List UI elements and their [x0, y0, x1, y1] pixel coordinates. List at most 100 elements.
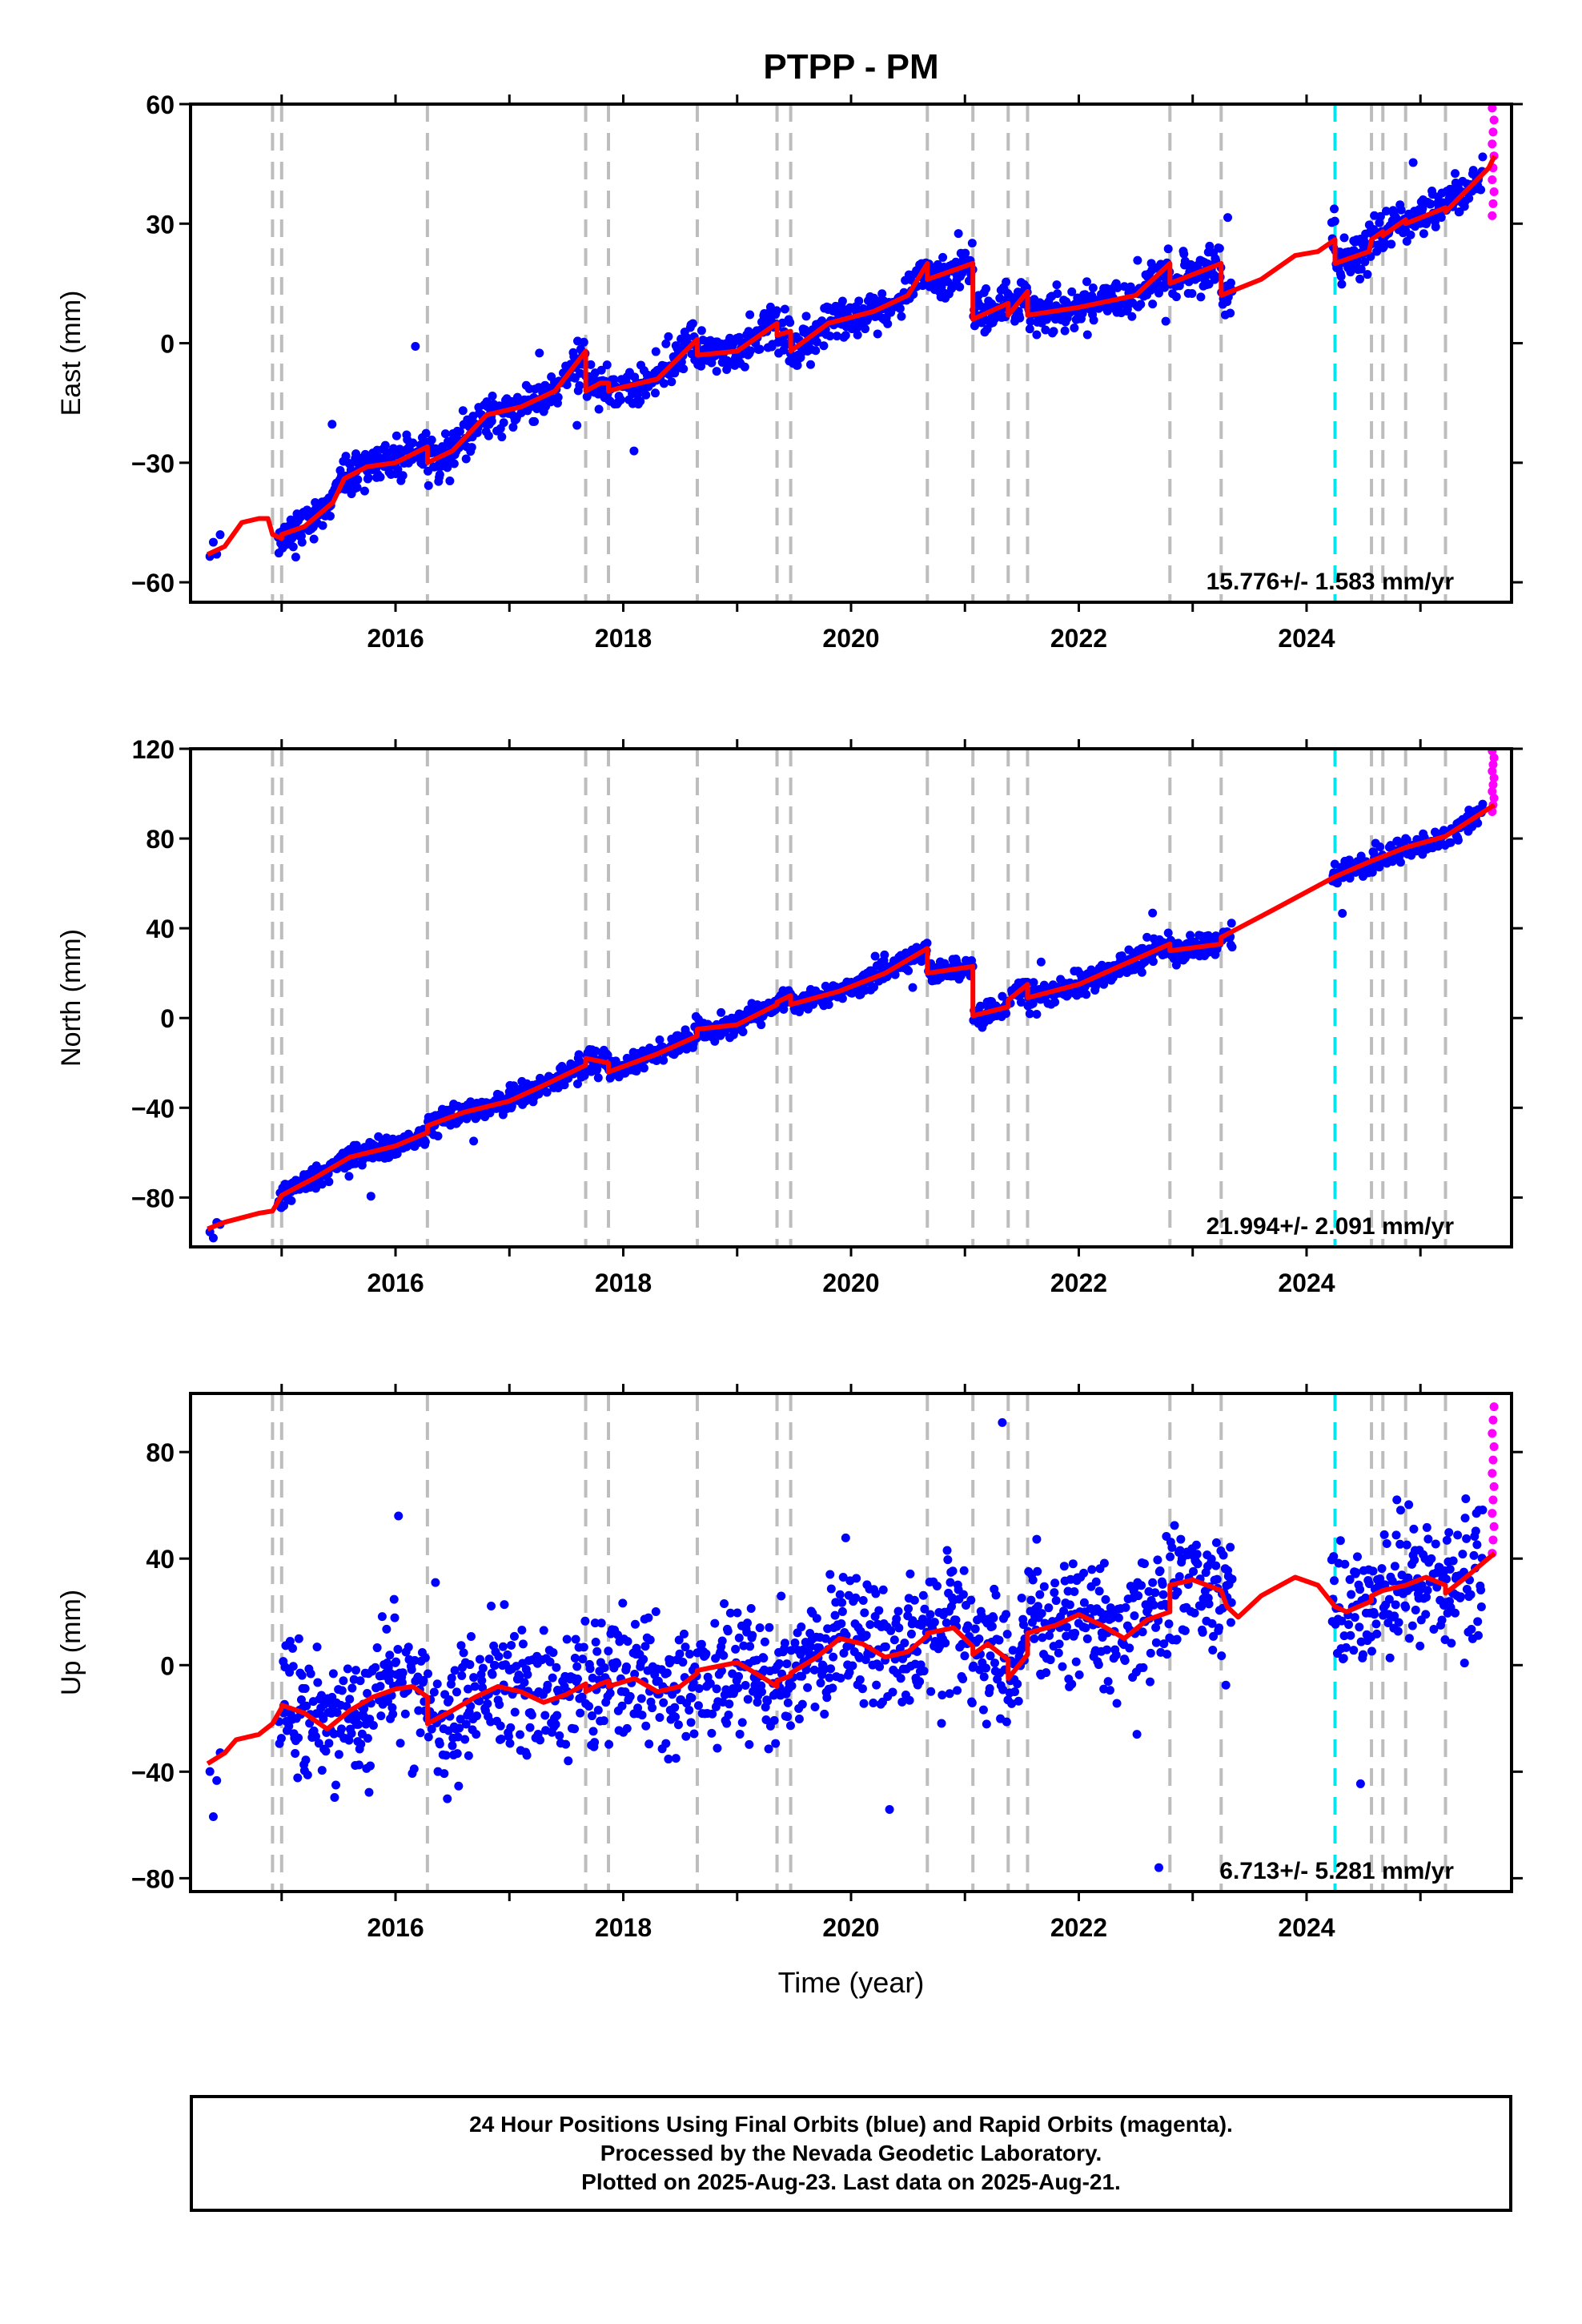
- data-point: [946, 1578, 955, 1587]
- data-point: [806, 360, 816, 369]
- data-point: [325, 511, 335, 521]
- data-point: [1180, 1626, 1190, 1635]
- data-point: [734, 1633, 744, 1642]
- data-point: [1345, 1574, 1355, 1584]
- data-point: [472, 1711, 482, 1721]
- data-point: [1464, 194, 1474, 203]
- data-point: [753, 1698, 762, 1707]
- data-point: [630, 1670, 640, 1679]
- data-point: [443, 1794, 452, 1803]
- data-point: [296, 1695, 306, 1704]
- data-point: [1008, 1646, 1018, 1655]
- data-point: [613, 1630, 623, 1640]
- data-point: [448, 1741, 457, 1751]
- data-point: [416, 1728, 425, 1738]
- rapid-point: [1488, 139, 1497, 149]
- data-point: [734, 332, 744, 342]
- data-point: [1448, 1556, 1458, 1566]
- data-point: [860, 1608, 869, 1618]
- data-point: [1460, 1659, 1469, 1668]
- data-point: [1221, 1680, 1231, 1690]
- data-point: [1166, 1552, 1175, 1562]
- data-point: [303, 1770, 312, 1779]
- data-point: [500, 1600, 509, 1610]
- data-point: [1344, 1620, 1354, 1630]
- data-point: [1462, 1534, 1472, 1543]
- data-point: [553, 392, 563, 402]
- data-point: [959, 1566, 969, 1575]
- data-point: [780, 304, 789, 314]
- y-tick-label: 0: [160, 1004, 175, 1033]
- data-point: [694, 1683, 704, 1693]
- data-point: [1121, 1602, 1130, 1612]
- data-point: [708, 1709, 717, 1719]
- data-point: [424, 1732, 433, 1742]
- data-point: [576, 1708, 585, 1718]
- footer-line-2: Processed by the Nevada Geodetic Laborat…: [600, 2141, 1102, 2165]
- data-point: [1137, 1581, 1146, 1590]
- data-point: [905, 1695, 914, 1705]
- data-point: [317, 1180, 327, 1189]
- data-point: [324, 1177, 334, 1187]
- data-point: [667, 377, 677, 387]
- data-point: [344, 1735, 354, 1745]
- data-point: [1149, 1600, 1158, 1610]
- data-point: [345, 1695, 355, 1704]
- data-point: [1148, 1578, 1158, 1587]
- rate-label: 6.713+/- 5.281 mm/yr: [1219, 1858, 1454, 1884]
- data-point: [208, 1812, 218, 1822]
- data-point: [945, 1689, 954, 1699]
- data-point: [740, 362, 749, 372]
- data-point: [986, 1651, 995, 1661]
- data-point: [942, 1546, 952, 1555]
- data-point: [717, 1636, 727, 1646]
- data-point: [1337, 1616, 1347, 1626]
- data-point: [1390, 1611, 1399, 1621]
- data-point: [363, 1689, 372, 1699]
- data-point: [1366, 251, 1375, 261]
- data-point: [393, 1645, 403, 1655]
- data-point: [926, 1610, 935, 1619]
- data-point: [1419, 229, 1428, 239]
- data-point: [1350, 246, 1359, 255]
- data-point: [1363, 270, 1372, 279]
- data-point: [1138, 1627, 1147, 1637]
- data-point: [678, 1658, 688, 1667]
- data-point: [938, 1691, 947, 1700]
- rapid-point: [1488, 211, 1497, 220]
- data-point: [579, 337, 588, 347]
- data-point: [1049, 327, 1058, 336]
- data-point: [1103, 1677, 1113, 1687]
- data-point: [812, 1614, 821, 1623]
- data-point: [837, 1606, 847, 1616]
- data-point: [1208, 1645, 1218, 1655]
- rapid-point: [1488, 1455, 1498, 1465]
- data-point: [420, 1653, 430, 1663]
- data-point: [363, 473, 373, 483]
- y-axis-label: North (mm): [56, 929, 86, 1067]
- data-point: [1046, 1655, 1055, 1665]
- data-point: [617, 1701, 627, 1711]
- data-point: [1002, 1610, 1011, 1619]
- data-point: [1375, 842, 1385, 852]
- data-point: [637, 1711, 647, 1720]
- data-point: [397, 1678, 407, 1687]
- data-point: [771, 1739, 781, 1748]
- data-point: [291, 553, 300, 562]
- rapid-point: [1488, 1509, 1497, 1518]
- data-point: [1387, 239, 1396, 249]
- data-point: [1070, 1586, 1079, 1596]
- data-point: [359, 1704, 369, 1714]
- data-point: [1139, 1559, 1149, 1569]
- data-point: [1436, 213, 1446, 223]
- data-point: [1088, 283, 1098, 292]
- data-point: [603, 1051, 612, 1060]
- data-point: [707, 1728, 717, 1738]
- data-point: [389, 1594, 399, 1604]
- data-point: [854, 296, 864, 306]
- data-point: [793, 360, 802, 370]
- data-point: [875, 1662, 885, 1671]
- data-point: [717, 1007, 726, 1017]
- data-point: [296, 531, 306, 541]
- data-point: [1446, 838, 1456, 847]
